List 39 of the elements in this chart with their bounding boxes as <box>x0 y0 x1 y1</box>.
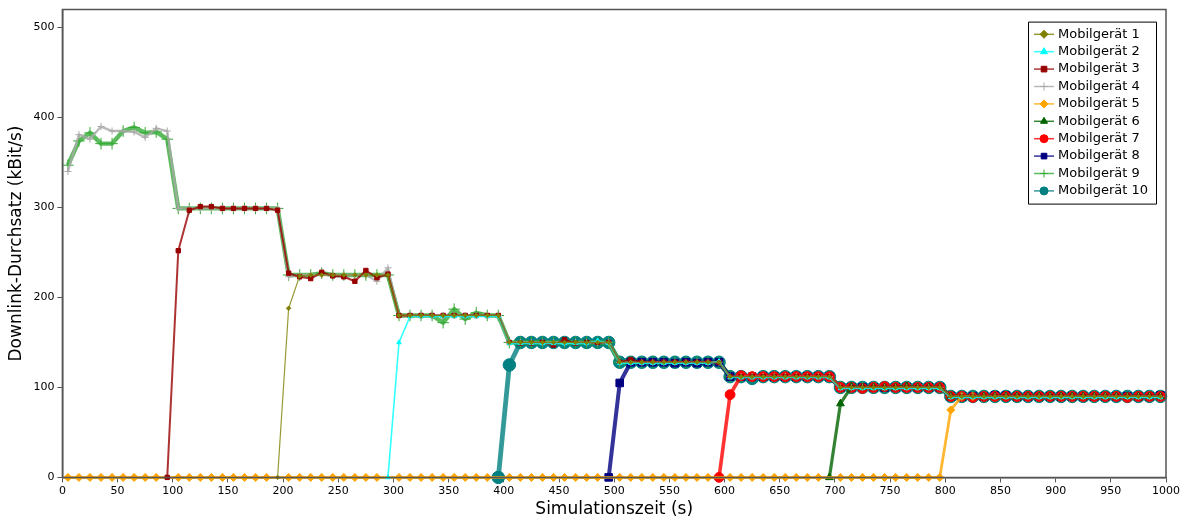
y-tick-label: 0 <box>47 470 55 484</box>
x-tick-label: 850 <box>989 483 1011 497</box>
legend-label: Mobilgerät 8 <box>1058 147 1140 163</box>
x-tick-label: 800 <box>934 483 956 497</box>
legend-label: Mobilgerät 4 <box>1058 77 1140 93</box>
x-tick-label: 750 <box>879 483 901 497</box>
y-tick-label: 500 <box>33 20 55 34</box>
x-tick-label: 350 <box>438 483 460 497</box>
legend-label: Mobilgerät 3 <box>1058 60 1140 76</box>
x-axis-title: Simulationszeit (s) <box>535 498 694 519</box>
x-tick-label: 1000 <box>1152 483 1180 497</box>
y-tick-label: 100 <box>33 380 55 394</box>
x-tick-label: 250 <box>327 483 349 497</box>
x-tick-label: 700 <box>824 483 846 497</box>
x-tick-label: 100 <box>162 483 184 497</box>
legend-label: Mobilgerät 5 <box>1058 95 1140 111</box>
y-tick-label: 300 <box>33 200 55 214</box>
x-tick-label: 400 <box>493 483 515 497</box>
legend-label: Mobilgerät 1 <box>1058 25 1140 41</box>
x-tick-label: 300 <box>382 483 404 497</box>
legend-label: Mobilgerät 9 <box>1058 164 1140 180</box>
x-tick-label: 200 <box>272 483 294 497</box>
x-tick-label: 150 <box>217 483 239 497</box>
x-tick-label: 900 <box>1045 483 1067 497</box>
y-tick-label: 200 <box>33 290 55 304</box>
y-tick-label: 400 <box>33 110 55 124</box>
legend-label: Mobilgerät 2 <box>1058 43 1140 59</box>
legend-label: Mobilgerät 7 <box>1058 130 1140 146</box>
x-tick-label: 0 <box>58 483 66 497</box>
x-tick-label: 600 <box>714 483 736 497</box>
x-tick-label: 500 <box>603 483 625 497</box>
x-tick-label: 550 <box>658 483 680 497</box>
x-tick-label: 450 <box>548 483 570 497</box>
legend-label: Mobilgerät 10 <box>1058 182 1149 198</box>
y-axis-title: Downlink-Durchsatz (kBit/s) <box>4 125 25 362</box>
x-tick-label: 650 <box>769 483 791 497</box>
legend-label: Mobilgerät 6 <box>1058 112 1140 128</box>
x-tick-label: 950 <box>1100 483 1122 497</box>
x-tick-label: 50 <box>110 483 125 497</box>
